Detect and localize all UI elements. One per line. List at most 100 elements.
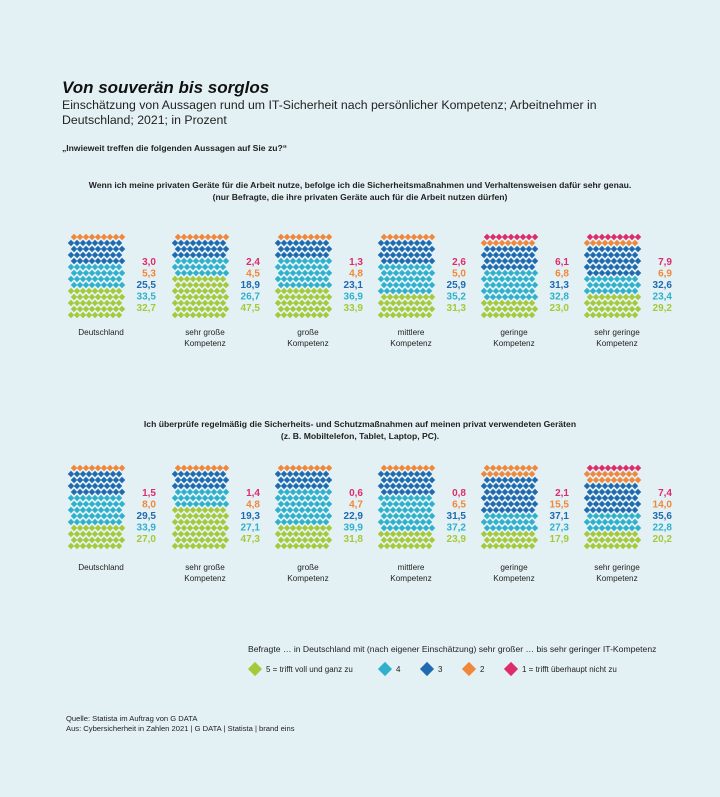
bar-cell-2 xyxy=(94,233,102,241)
bar-cell-5 xyxy=(419,299,427,307)
bar-cell-4 xyxy=(525,281,533,289)
bar-cell-3 xyxy=(595,482,603,490)
bar-cell-5 xyxy=(177,542,185,550)
bar-cell-3 xyxy=(280,470,288,478)
bar-cell-5 xyxy=(631,299,639,307)
bar-cell-3 xyxy=(634,488,642,496)
bar-cell-5 xyxy=(109,530,117,538)
bar-cell-3 xyxy=(422,488,430,496)
bar-cell-5 xyxy=(213,542,221,550)
bar-cell-5 xyxy=(595,530,603,538)
bar-cell-4 xyxy=(389,275,397,283)
bar-cell-5 xyxy=(404,293,412,301)
bar-cell-3 xyxy=(389,470,397,478)
bar-cell-4 xyxy=(88,500,96,508)
bar-cell-3 xyxy=(413,482,421,490)
value-label-2: 6,9 xyxy=(658,269,672,280)
bar-cell-4 xyxy=(82,512,90,520)
bar-cell-2 xyxy=(198,233,206,241)
bar-cell-4 xyxy=(174,488,182,496)
bar-cell-2 xyxy=(319,233,327,241)
bar-cell-4 xyxy=(298,518,306,526)
bar-cell-4 xyxy=(413,275,421,283)
bar-cell-5 xyxy=(289,536,297,544)
bar-cell-4 xyxy=(274,494,282,502)
bar-cell-5 xyxy=(625,530,633,538)
bar-cell-4 xyxy=(301,281,309,289)
bar-cell-4 xyxy=(413,263,421,271)
bar-cell-4 xyxy=(100,500,108,508)
bar-cell-4 xyxy=(198,257,206,265)
bar-cell-3 xyxy=(91,239,99,247)
bar-cell-4 xyxy=(201,263,209,271)
bar-cell-5 xyxy=(112,536,120,544)
bar-cell-3 xyxy=(222,476,230,484)
bar-cell-3 xyxy=(100,245,108,253)
bar-cell-5 xyxy=(82,305,90,313)
bar-cell-4 xyxy=(286,494,294,502)
legend: 5 = trifft voll und ganz zu 4 3 2 1 = tr… xyxy=(247,661,668,678)
bar-cell-3 xyxy=(416,488,424,496)
bar-cell-4 xyxy=(428,524,436,532)
bar-cell-3 xyxy=(112,257,120,265)
value-label-5: 47,5 xyxy=(241,303,261,314)
bar-cell-3 xyxy=(82,245,90,253)
bar-cell-4 xyxy=(76,512,84,520)
bar-cell-3 xyxy=(416,476,424,484)
bar-cell-3 xyxy=(419,239,427,247)
bar-cell-3 xyxy=(483,476,491,484)
group-label: Deutschland xyxy=(78,328,124,337)
bar-cell-4 xyxy=(310,263,318,271)
bar-cell-4 xyxy=(76,500,84,508)
bar-cell-4 xyxy=(301,512,309,520)
bar-cell-4 xyxy=(419,506,427,514)
bar-cell-4 xyxy=(183,494,191,502)
bar-cell-4 xyxy=(277,500,285,508)
bar-cell-3 xyxy=(522,494,530,502)
bar-cell-4 xyxy=(313,257,321,265)
bar-cell-4 xyxy=(589,287,597,295)
bar-cell-5 xyxy=(174,512,182,520)
bar-cell-4 xyxy=(73,275,81,283)
bar-cell-5 xyxy=(192,305,200,313)
bar-cell-4 xyxy=(377,518,385,526)
group-label: sehr große xyxy=(185,328,225,337)
bar-cell-5 xyxy=(586,536,594,544)
bar-cell-4 xyxy=(103,506,111,514)
bar-cell-5 xyxy=(492,299,500,307)
bar-cell-3 xyxy=(531,476,539,484)
bar-cell-3 xyxy=(598,488,606,496)
group-label: sehr geringe xyxy=(594,563,640,572)
bar-cell-2 xyxy=(634,476,642,484)
bar-cell-3 xyxy=(501,476,509,484)
bar-cell-5 xyxy=(592,293,600,301)
bar-cell-4 xyxy=(85,506,93,514)
bar-cell-4 xyxy=(283,269,291,277)
bar-cell-4 xyxy=(174,500,182,508)
bar-cell-2 xyxy=(222,233,230,241)
bar-cell-3 xyxy=(619,494,627,502)
bar-cell-5 xyxy=(316,311,324,319)
bar-cell-2 xyxy=(613,239,621,247)
value-label-5: 47,3 xyxy=(241,534,261,545)
bar-cell-3 xyxy=(313,476,321,484)
bar-cell-4 xyxy=(422,500,430,508)
bar-cell-5 xyxy=(407,299,415,307)
bar-cell-5 xyxy=(419,311,427,319)
value-label-4: 33,9 xyxy=(137,523,157,534)
bar-cell-5 xyxy=(516,299,524,307)
value-label-2: 4,7 xyxy=(349,500,363,511)
bar-cell-3 xyxy=(380,245,388,253)
chart-title: Von souverän bis sorglos xyxy=(62,78,270,97)
bar-cell-4 xyxy=(70,281,78,289)
bar-cell-4 xyxy=(222,488,230,496)
bar-cell-4 xyxy=(118,512,126,520)
bar-cell-3 xyxy=(103,239,111,247)
bar-cell-3 xyxy=(183,251,191,259)
bar-cell-1 xyxy=(586,233,594,241)
bar-cell-3 xyxy=(177,470,185,478)
value-label-2: 14,0 xyxy=(653,500,673,511)
bar-cell-4 xyxy=(103,263,111,271)
bar-cell-5 xyxy=(79,542,87,550)
bar-cell-4 xyxy=(103,275,111,283)
